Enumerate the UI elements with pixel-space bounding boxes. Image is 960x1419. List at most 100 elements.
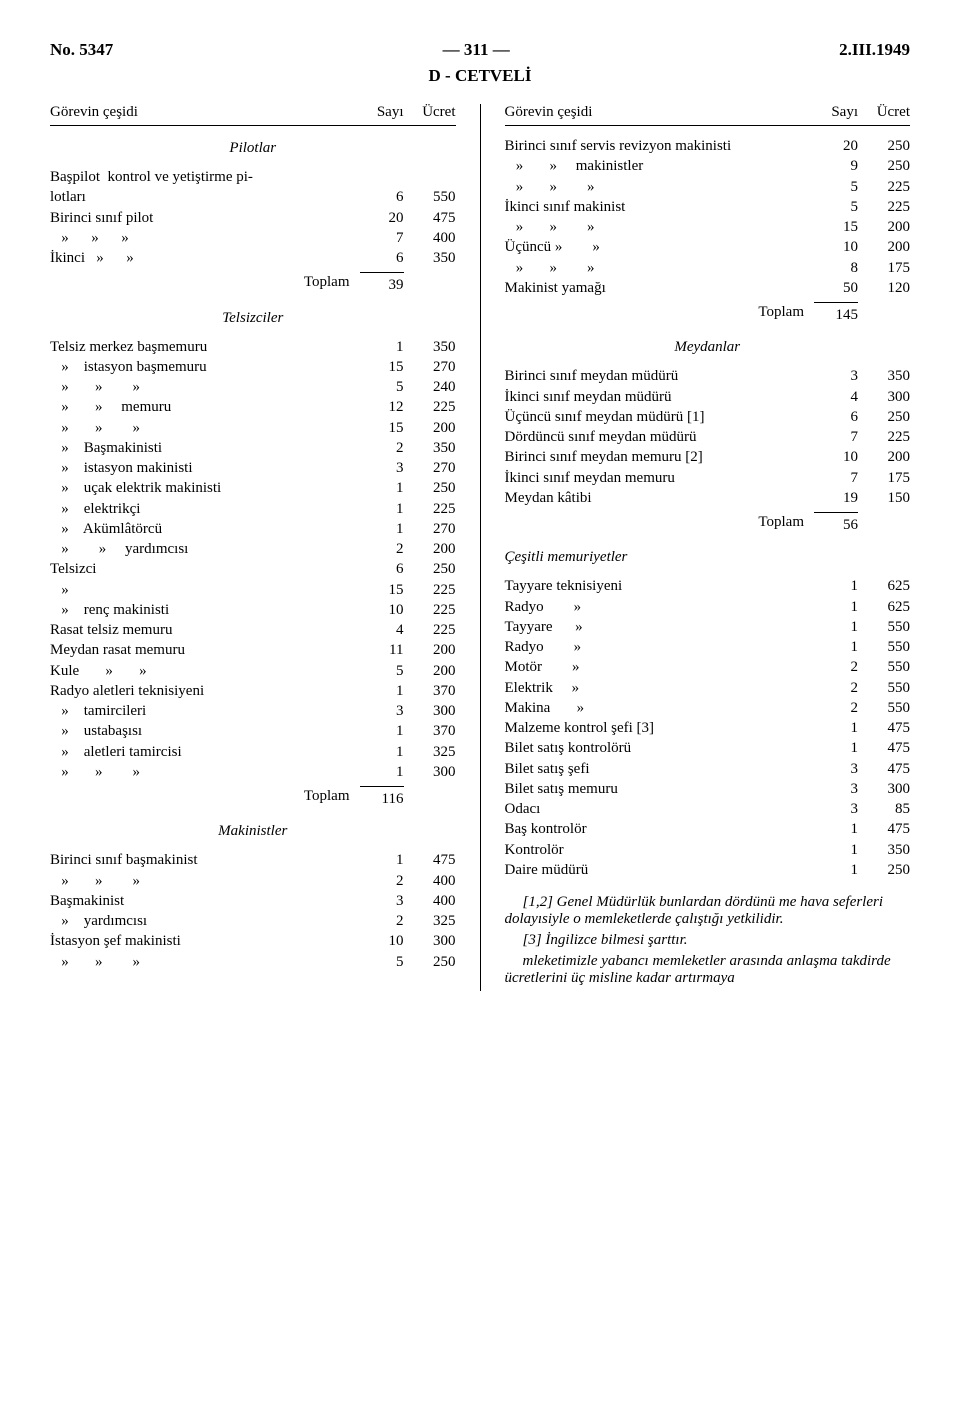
row-count: 3 — [814, 366, 858, 386]
table-row: Bilet satış kontrolörü1475 — [505, 738, 911, 758]
row-label: » uçak elektrik makinisti — [50, 478, 360, 498]
table-row: » » »8175 — [505, 258, 911, 278]
table-row: Motör »2550 — [505, 657, 911, 677]
row-label: Birinci sınıf başmakinist — [50, 850, 360, 870]
row-count: 2 — [360, 438, 404, 458]
row-amount: 200 — [858, 217, 910, 237]
row-count: 1 — [360, 499, 404, 519]
row-label: » » » — [505, 177, 815, 197]
row-amount: 250 — [404, 559, 456, 579]
table-row: Malzeme kontrol şefi [3]1475 — [505, 718, 911, 738]
table-row: Dördüncü sınıf meydan müdürü7225 — [505, 427, 911, 447]
row-count: 1 — [360, 681, 404, 701]
row-count — [360, 167, 404, 187]
row-label: İkinci sınıf meydan memuru — [505, 468, 815, 488]
row-label: » » » — [505, 258, 815, 278]
header-right: 2.III.1949 — [839, 40, 910, 60]
columns-wrapper: Görevin çeşidi Sayı Ücret Pilotlar Başpi… — [50, 104, 910, 991]
row-label: Birinci sınıf servis revizyon makinisti — [505, 136, 815, 156]
row-count: 1 — [814, 576, 858, 596]
total-label: Toplam — [505, 302, 815, 325]
section-telsizciler-title: Telsizciler — [50, 310, 456, 327]
row-count: 1 — [814, 597, 858, 617]
row-amount: 270 — [404, 519, 456, 539]
row-count: 1 — [360, 742, 404, 762]
row-count: 3 — [360, 891, 404, 911]
total-count: 39 — [360, 272, 404, 295]
row-count: 10 — [360, 931, 404, 951]
row-count: 20 — [360, 208, 404, 228]
table-row: Bilet satış şefi3475 — [505, 759, 911, 779]
row-amount: 350 — [404, 248, 456, 268]
footnotes: [1,2] Genel Müdürlük bunlardan dördünü m… — [505, 894, 911, 987]
row-amount: 400 — [404, 871, 456, 891]
row-amount: 250 — [858, 136, 910, 156]
total-amount — [858, 512, 910, 535]
table-row: » » makinistler9250 — [505, 156, 911, 176]
right-column: Görevin çeşidi Sayı Ücret Birinci sınıf … — [505, 104, 911, 991]
row-count: 9 — [814, 156, 858, 176]
row-count: 15 — [360, 357, 404, 377]
table-row: » renç makinisti10225 — [50, 600, 456, 620]
row-amount: 225 — [404, 397, 456, 417]
row-label: Radyo » — [505, 637, 815, 657]
table-row: Elektrik »2550 — [505, 678, 911, 698]
table-row: Başmakinist3400 — [50, 891, 456, 911]
row-amount: 550 — [404, 187, 456, 207]
row-label: » ustabaşısı — [50, 721, 360, 741]
row-count: 5 — [360, 952, 404, 972]
row-amount: 475 — [404, 208, 456, 228]
table-row: İkinci sınıf meydan müdürü4300 — [505, 387, 911, 407]
row-amount: 350 — [404, 438, 456, 458]
row-label: lotları — [50, 187, 360, 207]
row-amount: 475 — [858, 738, 910, 758]
row-count: 2 — [814, 678, 858, 698]
row-amount: 225 — [858, 177, 910, 197]
row-count: 1 — [360, 850, 404, 870]
header-center: — 311 — — [443, 40, 510, 60]
row-label: Kontrolör — [505, 840, 815, 860]
row-label: » tamircileri — [50, 701, 360, 721]
row-count: 20 — [814, 136, 858, 156]
row-amount: 550 — [858, 678, 910, 698]
row-amount: 200 — [404, 418, 456, 438]
row-amount: 625 — [858, 576, 910, 596]
row-amount: 250 — [858, 156, 910, 176]
table-row: İkinci » »6350 — [50, 248, 456, 268]
table-row: Telsiz merkez başmemuru1350 — [50, 337, 456, 357]
footnote-2: [3] İngilizce bilmesi şarttır. — [505, 932, 911, 949]
row-label: Baş kontrolör — [505, 819, 815, 839]
row-label: » » » — [50, 871, 360, 891]
row-amount: 350 — [404, 337, 456, 357]
row-amount: 400 — [404, 228, 456, 248]
table-row: Radyo »1550 — [505, 637, 911, 657]
row-amount: 475 — [404, 850, 456, 870]
row-label: » » » — [50, 377, 360, 397]
row-amount: 300 — [858, 779, 910, 799]
row-label: » » » — [50, 952, 360, 972]
row-count: 6 — [360, 559, 404, 579]
row-amount: 120 — [858, 278, 910, 298]
table-row: Birinci sınıf meydan memuru [2]10200 — [505, 447, 911, 467]
table-row: Radyo aletleri teknisiyeni1370 — [50, 681, 456, 701]
row-label: » » yardımcısı — [50, 539, 360, 559]
total-count: 116 — [360, 786, 404, 809]
table-row: Meydan kâtibi19150 — [505, 488, 911, 508]
row-amount: 300 — [404, 701, 456, 721]
row-label: Radyo aletleri teknisiyeni — [50, 681, 360, 701]
row-amount: 350 — [858, 366, 910, 386]
row-amount: 250 — [858, 407, 910, 427]
row-amount: 200 — [404, 640, 456, 660]
row-label: » » » — [50, 418, 360, 438]
table-row: Meydan rasat memuru11200 — [50, 640, 456, 660]
row-label: Daire müdürü — [505, 860, 815, 880]
row-label: Elektrik » — [505, 678, 815, 698]
row-label: Dördüncü sınıf meydan müdürü — [505, 427, 815, 447]
section-telsizciler: Telsiz merkez başmemuru1350 » istasyon b… — [50, 337, 456, 783]
section-cesitli: Tayyare teknisiyeni1625Radyo »1625Tayyar… — [505, 576, 911, 880]
row-count: 12 — [360, 397, 404, 417]
table-row: İkinci sınıf meydan memuru7175 — [505, 468, 911, 488]
row-label: Tayyare » — [505, 617, 815, 637]
row-amount: 270 — [404, 458, 456, 478]
row-count: 1 — [814, 840, 858, 860]
